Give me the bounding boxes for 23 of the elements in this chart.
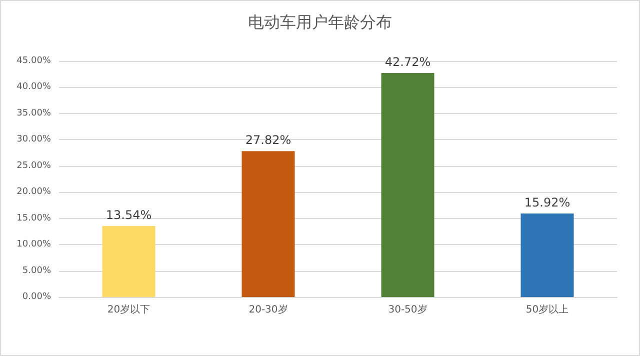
x-tick-label: 30-50岁 [388,304,428,316]
y-tick-label: 45.00% [16,56,52,66]
y-tick-label: 15.00% [16,213,52,224]
chart-title: 电动车用户年龄分布 [248,12,392,32]
data-label: 42.72% [384,54,431,69]
data-label: 27.82% [245,133,292,148]
x-tick-label: 20-30岁 [248,304,288,316]
x-tick-label: 20岁以下 [107,304,150,316]
y-tick-label: 25.00% [16,160,52,171]
y-tick-label: 20.00% [16,187,52,198]
bar [242,151,295,297]
bar [102,226,156,297]
y-tick-label: 0.00% [22,292,52,302]
data-label: 15.92% [524,196,570,210]
y-tick-label: 5.00% [22,266,52,276]
x-tick-label: 50岁以上 [526,304,569,316]
bar [381,72,434,297]
y-tick-label: 35.00% [16,108,52,118]
y-tick-label: 10.00% [16,240,52,250]
y-tick-label: 30.00% [16,134,52,145]
y-tick-label: 40.00% [16,82,52,92]
bar [520,214,574,297]
data-label: 13.54% [106,208,152,222]
